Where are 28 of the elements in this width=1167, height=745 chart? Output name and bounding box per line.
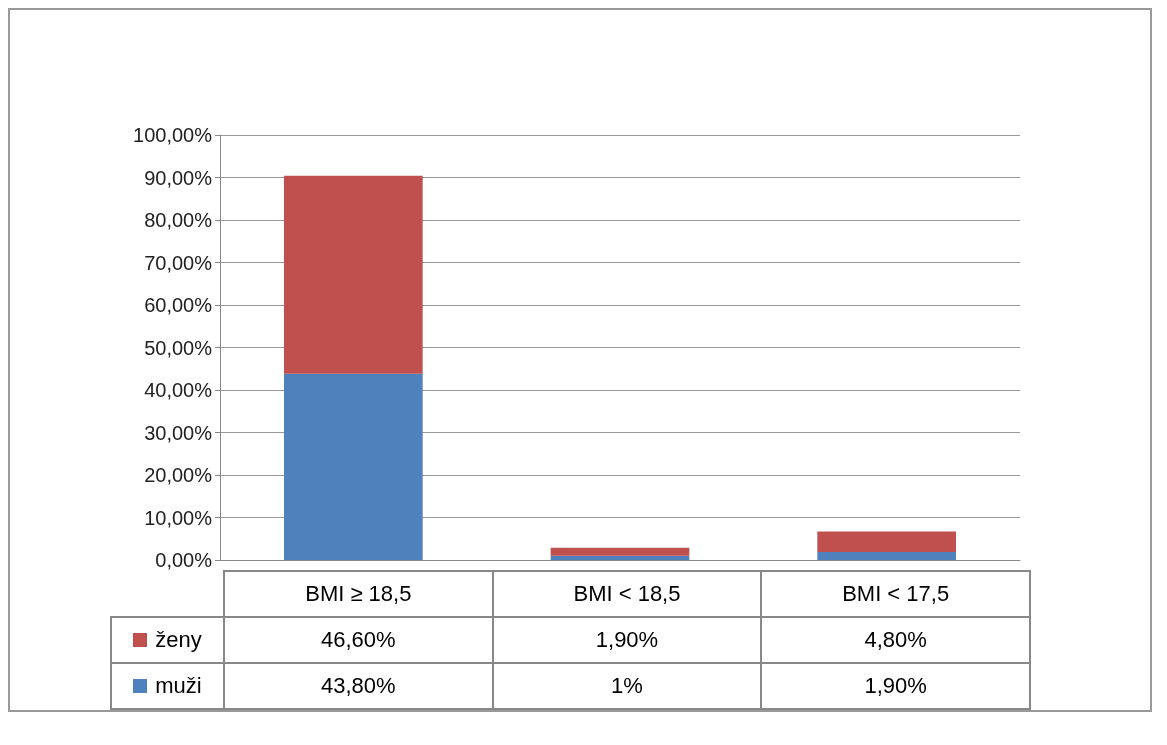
y-tick-label: 80,00% [144, 209, 213, 231]
y-tick-label: 70,00% [144, 251, 213, 274]
bar [817, 551, 956, 560]
bar [284, 373, 423, 560]
bar [817, 531, 956, 552]
y-tick-label: 10,00% [144, 506, 213, 529]
y-tick-label: 100,00% [133, 124, 213, 146]
data-label: 1,90% [761, 663, 1030, 709]
bar [550, 555, 690, 560]
y-tick-label: 0,00% [155, 549, 213, 571]
y-tick-label: 20,00% [144, 464, 213, 486]
data-label: 4,80% [761, 617, 1030, 663]
data-label: 46,60% [224, 617, 493, 663]
y-tick-label: 50,00% [144, 336, 213, 359]
legend-label: muži [155, 673, 202, 698]
y-tick-label: 60,00% [144, 294, 213, 316]
data-label: 1% [492, 663, 762, 709]
data-label: 1,90% [492, 617, 762, 663]
bar [284, 175, 423, 374]
y-tick-label: 40,00% [144, 379, 213, 401]
legend-label: ženy [155, 627, 202, 652]
x-tick-label: BMI ≥ 18,5 [224, 571, 493, 617]
x-tick-label: BMI < 17,5 [761, 571, 1030, 617]
y-tick-label: 30,00% [144, 421, 213, 444]
y-tick-label: 90,00% [144, 166, 213, 189]
x-tick-label: BMI < 18,5 [492, 571, 762, 617]
data-label: 43,80% [224, 663, 493, 709]
bar [550, 547, 690, 556]
